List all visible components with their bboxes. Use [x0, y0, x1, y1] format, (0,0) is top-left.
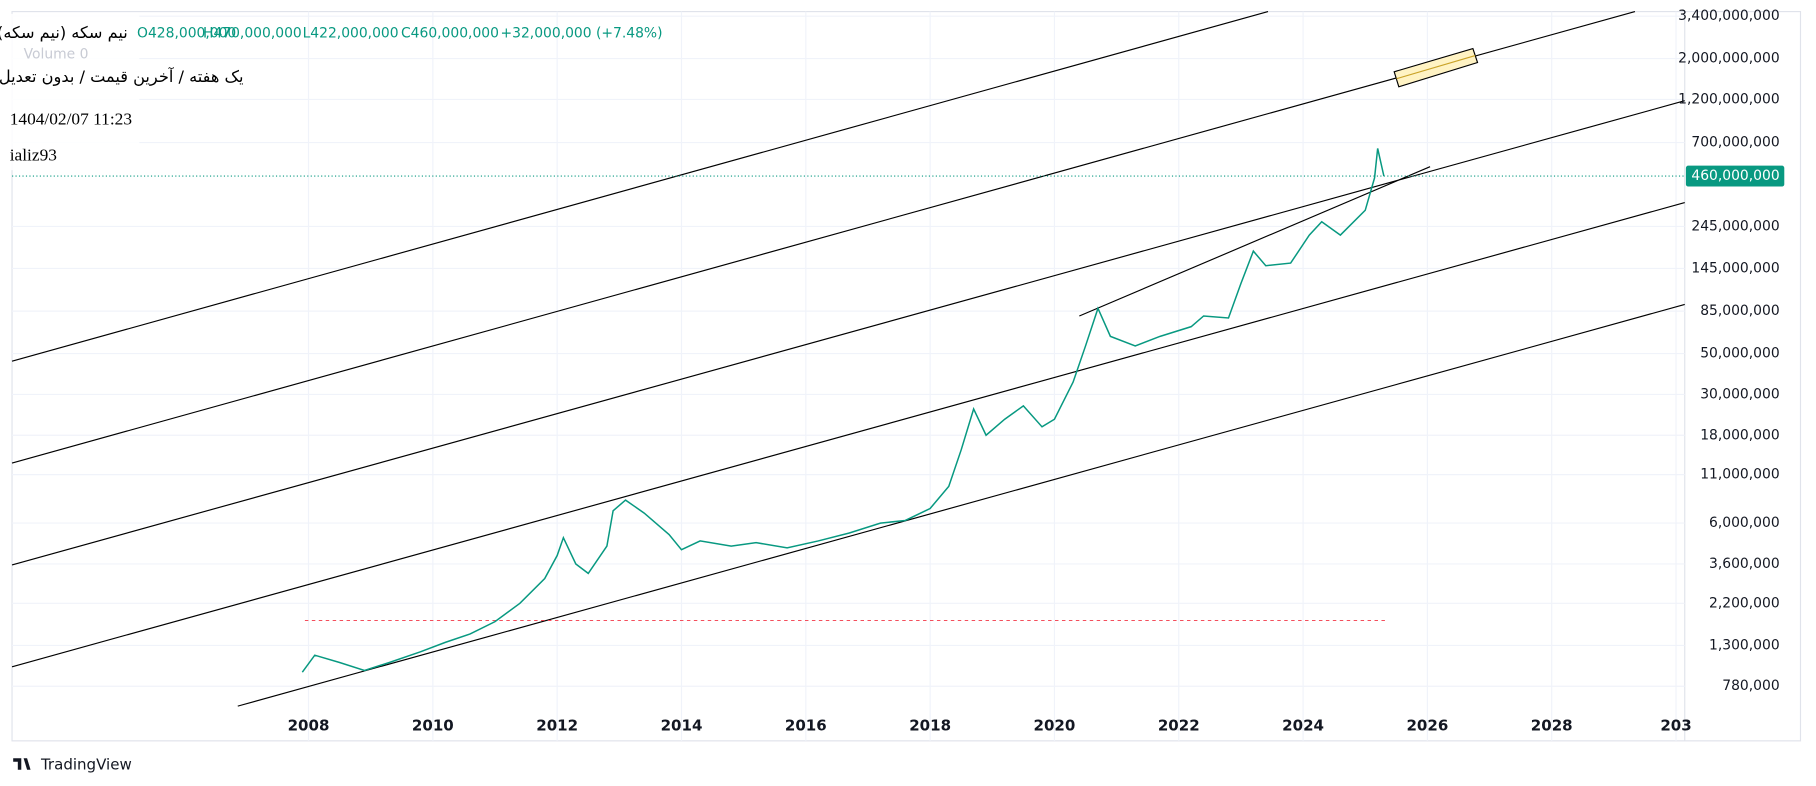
- y-tick-label: 700,000,000: [1691, 135, 1779, 151]
- y-tick-label: 11,000,000: [1700, 467, 1779, 483]
- x-tick-label: 203: [1660, 716, 1691, 734]
- trend-lines: [11, 11, 1685, 707]
- x-tick-label: 2024: [1282, 716, 1324, 734]
- y-tick-label: 3,400,000,000: [1678, 8, 1780, 24]
- y-tick-label: 145,000,000: [1691, 260, 1779, 276]
- brand-logo: TradingView: [13, 756, 132, 774]
- ohlc-close: C460,000,000: [401, 26, 499, 42]
- y-tick-label: 2,000,000,000: [1678, 51, 1780, 67]
- trend-line: [237, 303, 1685, 707]
- y-tick-label: 3,600,000: [1709, 556, 1780, 572]
- y-tick-label: 30,000,000: [1700, 386, 1779, 402]
- price-line: [301, 148, 1385, 673]
- y-tick-label: 85,000,000: [1700, 303, 1779, 319]
- y-tick-label: 2,200,000: [1709, 595, 1780, 611]
- volume-label: Volume 0: [24, 46, 89, 62]
- x-tick-label: 2020: [1034, 716, 1076, 734]
- timestamp: 1404/02/07 11:23: [10, 109, 132, 128]
- frame: [11, 10, 1802, 742]
- y-tick-label: 1,200,000,000: [1678, 91, 1780, 107]
- y-tick-label: 245,000,000: [1691, 218, 1779, 234]
- x-tick-label: 2016: [785, 716, 827, 734]
- x-tick-label: 2028: [1531, 716, 1573, 734]
- ohlc-change: +32,000,000 (+7.48%): [501, 26, 663, 42]
- trend-line: [1079, 166, 1431, 317]
- highlight-box-line: [1396, 55, 1476, 80]
- x-tick-label: 2018: [909, 716, 951, 734]
- y-tick-label: 50,000,000: [1700, 346, 1779, 362]
- x-tick-label: 2008: [288, 716, 330, 734]
- y-tick-label: 6,000,000: [1709, 515, 1780, 531]
- y-tick-label: 780,000: [1722, 678, 1779, 694]
- x-tick-label: 2026: [1406, 716, 1448, 734]
- trend-line: [11, 202, 1685, 668]
- symbol-title: نیم سکه (نیم سکه): [0, 23, 128, 42]
- trend-line: [11, 11, 1636, 464]
- last-price-label: 460,000,000: [1691, 168, 1779, 184]
- trend-line: [11, 11, 1269, 362]
- ohlc-low: L422,000,000: [303, 26, 399, 42]
- x-tick-label: 2022: [1158, 716, 1200, 734]
- ohlc-high: H470,000,000: [203, 26, 302, 42]
- y-tick-label: 18,000,000: [1700, 427, 1779, 443]
- trend-line: [11, 100, 1685, 566]
- x-tick-label: 2010: [412, 716, 454, 734]
- legend-backdrop: [0, 13, 140, 171]
- x-tick-label: 2014: [661, 716, 703, 734]
- ohlc-open: O428,000,000: [137, 26, 236, 42]
- brand-name: TradingView: [40, 756, 132, 774]
- last-price-box: [1685, 165, 1785, 187]
- author: ializ93: [10, 145, 57, 164]
- y-tick-label: 1,300,000: [1709, 637, 1780, 653]
- x-tick-label: 2012: [536, 716, 578, 734]
- interval-label: یک هفته / آخرین قیمت / بدون تعدیل: [0, 67, 244, 87]
- brand-icon: [13, 758, 31, 770]
